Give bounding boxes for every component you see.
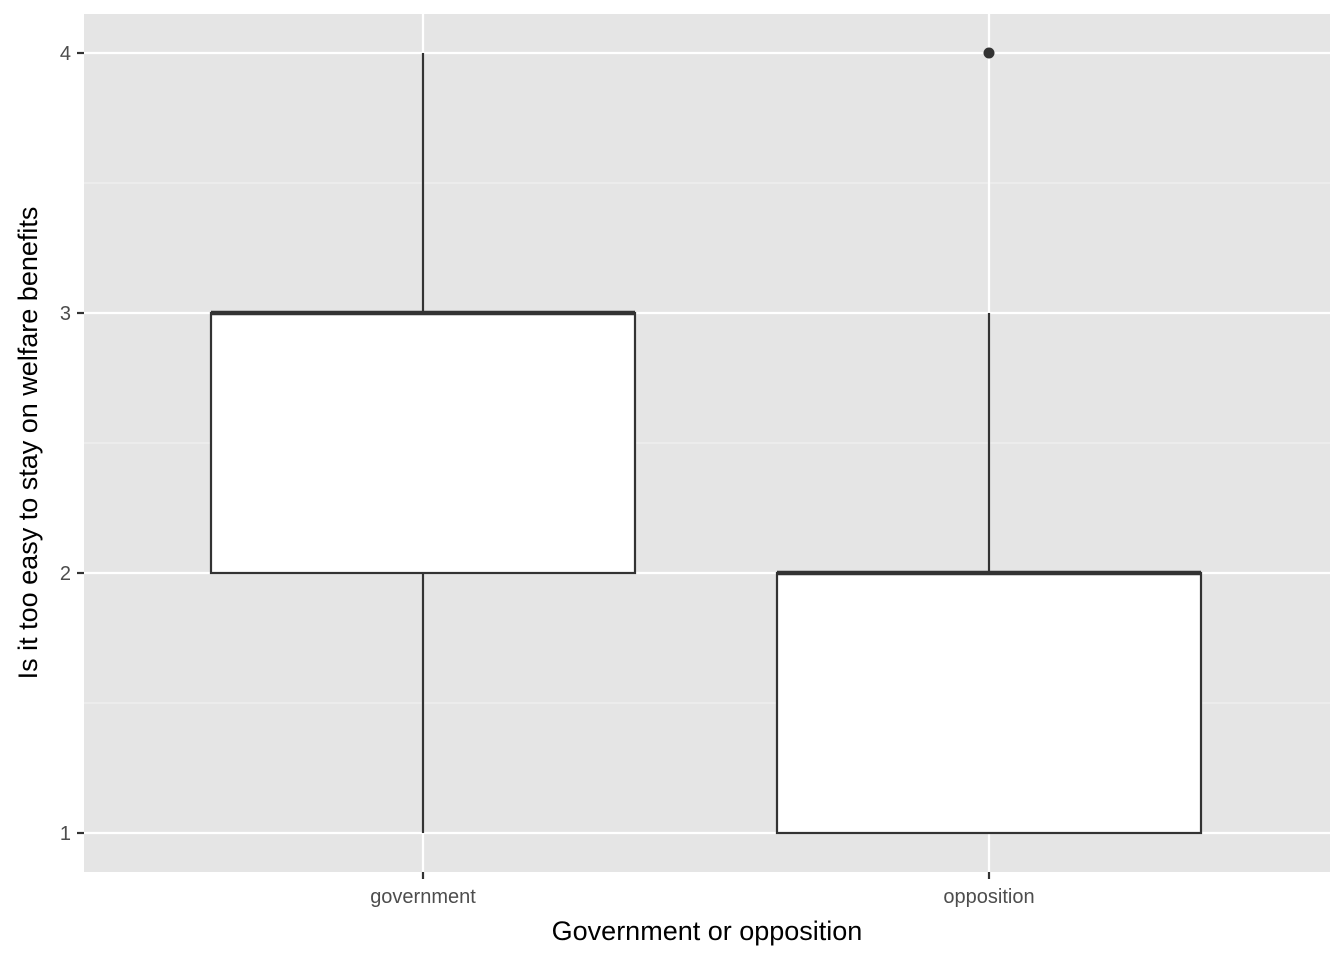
y-axis-title: Is it too easy to stay on welfare benefi… [13,207,43,680]
y-tick-label: 3 [60,303,71,325]
x-axis: government opposition [370,872,1035,908]
x-tick-label: government [370,886,476,908]
box-opposition [775,47,1203,835]
y-axis: 1 2 3 4 [60,43,84,845]
y-tick-label: 4 [60,43,71,65]
x-axis-title: Government or opposition [552,916,863,946]
box-body [209,311,637,575]
y-tick-label: 1 [60,823,71,845]
box-body [775,571,1203,835]
y-tick-label: 2 [60,563,71,585]
x-tick-label: opposition [943,886,1034,908]
box-series [209,47,1203,835]
outlier-point [983,47,995,59]
box-government [209,53,637,833]
